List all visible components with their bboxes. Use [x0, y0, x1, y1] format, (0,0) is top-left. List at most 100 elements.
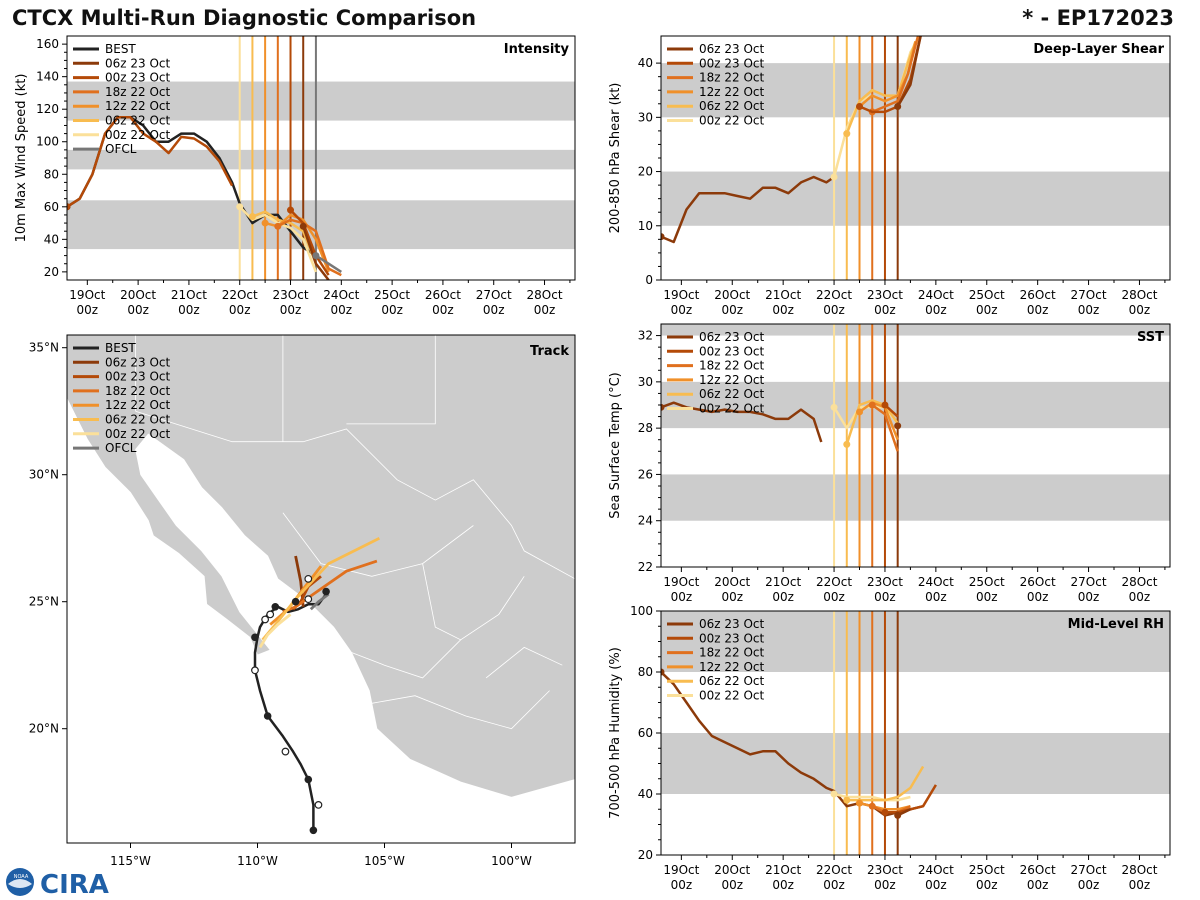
shear-xtick-label: 00z [925, 303, 947, 317]
sst-series-start-1 [830, 403, 838, 411]
track-best-open-point [304, 595, 313, 604]
sst-series-4 [871, 403, 899, 452]
shear-xtick-label: 00z [1129, 303, 1151, 317]
shear-xtick-label: 00z [976, 303, 998, 317]
track-legend-label: 06z 22 Oct [105, 413, 171, 427]
rh-legend-label: 18z 22 Oct [699, 646, 765, 660]
track-series-7 [309, 592, 330, 611]
shear-xtick-label: 00z [772, 303, 794, 317]
intensity-legend-label: 12z 22 Oct [105, 99, 171, 113]
border-line-3 [346, 335, 436, 425]
intensity-series-start-7 [299, 222, 307, 230]
intensity-xtick-label: 26Oct [425, 288, 461, 302]
noaa-logo-text: NOAA [14, 874, 29, 880]
sst-xtick-label: 00z [772, 590, 794, 604]
intensity-ylabel: 10m Max Wind Speed (kt) [14, 74, 29, 243]
rh-band-1 [661, 611, 1170, 672]
rh-ytick-label: 60 [638, 726, 653, 740]
shear-series-start-2 [843, 130, 851, 138]
track-legend-label: OFCL [105, 441, 137, 455]
intensity-series-5 [277, 218, 342, 277]
sst-series-2 [845, 399, 899, 445]
track-legend-label: 00z 22 Oct [105, 427, 171, 441]
sst-ytick-label: 32 [638, 329, 653, 343]
sst-ytick-label: 26 [638, 467, 653, 481]
sst-xtick-label: 25Oct [969, 575, 1005, 589]
shear-ytick-label: 10 [638, 219, 653, 233]
intensity-legend-label: 18z 22 Oct [105, 85, 171, 99]
shear-ytick-label: 30 [638, 110, 653, 124]
track-panel: 115°W 110°W 105°W 100°W 20°N 25°N 30°N 35°N Trac… [29, 334, 576, 868]
rh-xtick-label: 00z [976, 878, 998, 892]
track-best-point [304, 775, 313, 784]
sst-xtick-label: 19Oct [663, 575, 699, 589]
sst-series-3 [858, 401, 899, 441]
rh-xtick-label: 00z [874, 878, 896, 892]
track-plot-area [67, 335, 575, 835]
rh-ytick-label: 40 [638, 787, 653, 801]
rh-series-start-5 [881, 808, 889, 816]
shear-legend-label: 06z 22 Oct [699, 99, 765, 113]
intensity-ytick-label: 160 [36, 37, 59, 51]
rh-series-0 [661, 671, 924, 817]
intensity-xtick-label: 00z [77, 303, 99, 317]
rh-xtick-label: 00z [925, 878, 947, 892]
sst-ytick-label: 22 [638, 560, 653, 574]
intensity-xtick-label: 19Oct [69, 288, 105, 302]
sst-series-start-2 [843, 440, 851, 448]
intensity-title: Intensity [504, 42, 570, 57]
intensity-xtick-label: 25Oct [374, 288, 410, 302]
cira-logo: NOAA CIRA [6, 868, 109, 898]
intensity-band-0 [67, 200, 575, 250]
sst-legend-label: 06z 22 Oct [699, 387, 765, 401]
cira-logo-text: CIRA [40, 870, 109, 898]
track-best-point [309, 826, 318, 835]
shear-xtick-label: 26Oct [1020, 288, 1056, 302]
sst-legend-label: 06z 23 Oct [699, 330, 765, 344]
shear-xtick-label: 19Oct [663, 288, 699, 302]
shear-series-start-5 [856, 102, 864, 110]
sst-xtick-label: 27Oct [1071, 575, 1107, 589]
track-best-open-point [261, 615, 270, 624]
intensity-xtick-label: 21Oct [171, 288, 207, 302]
rh-band-0 [661, 733, 1170, 794]
shear-legend-label: 00z 23 Oct [699, 56, 765, 70]
sst-xtick-label: 00z [925, 590, 947, 604]
border-line-5 [351, 576, 525, 679]
rh-series-start-0 [661, 668, 665, 676]
sst-series-start-4 [868, 401, 876, 409]
intensity-legend-label: 00z 22 Oct [105, 128, 171, 142]
intensity-ytick-label: 60 [44, 200, 59, 214]
border-line-4 [282, 512, 474, 577]
rh-xtick-label: 00z [772, 878, 794, 892]
rh-plot-area [661, 611, 1170, 855]
track-ytick-label: 30°N [29, 468, 59, 482]
rh-xtick-label: 23Oct [867, 863, 903, 877]
intensity-series-7 [302, 225, 330, 280]
rh-xtick-label: 25Oct [969, 863, 1005, 877]
shear-xtick-label: 00z [1027, 303, 1049, 317]
intensity-series-8 [315, 254, 342, 273]
sst-xtick-label: 00z [1027, 590, 1049, 604]
sst-ylabel: Sea Surface Temp (°C) [608, 372, 623, 519]
rh-series-start-3 [856, 799, 864, 807]
sst-xtick-label: 00z [976, 590, 998, 604]
intensity-xtick-label: 27Oct [476, 288, 512, 302]
track-ytick-label: 20°N [29, 722, 59, 736]
track-series-0 [253, 593, 328, 831]
intensity-xtick-label: 00z [534, 303, 556, 317]
shear-xtick-label: 23Oct [867, 288, 903, 302]
intensity-legend-label: 06z 23 Oct [105, 56, 171, 70]
sst-xtick-label: 20Oct [714, 575, 750, 589]
intensity-xtick-label: 20Oct [120, 288, 156, 302]
rh-legend-label: 12z 22 Oct [699, 660, 765, 674]
track-legend-label: 18z 22 Oct [105, 384, 171, 398]
sst-series-start-3 [856, 408, 864, 416]
intensity-xtick-label: 00z [178, 303, 200, 317]
shear-xtick-label: 27Oct [1071, 288, 1107, 302]
intensity-legend-label: OFCL [105, 142, 137, 156]
sst-xtick-label: 00z [1129, 590, 1151, 604]
